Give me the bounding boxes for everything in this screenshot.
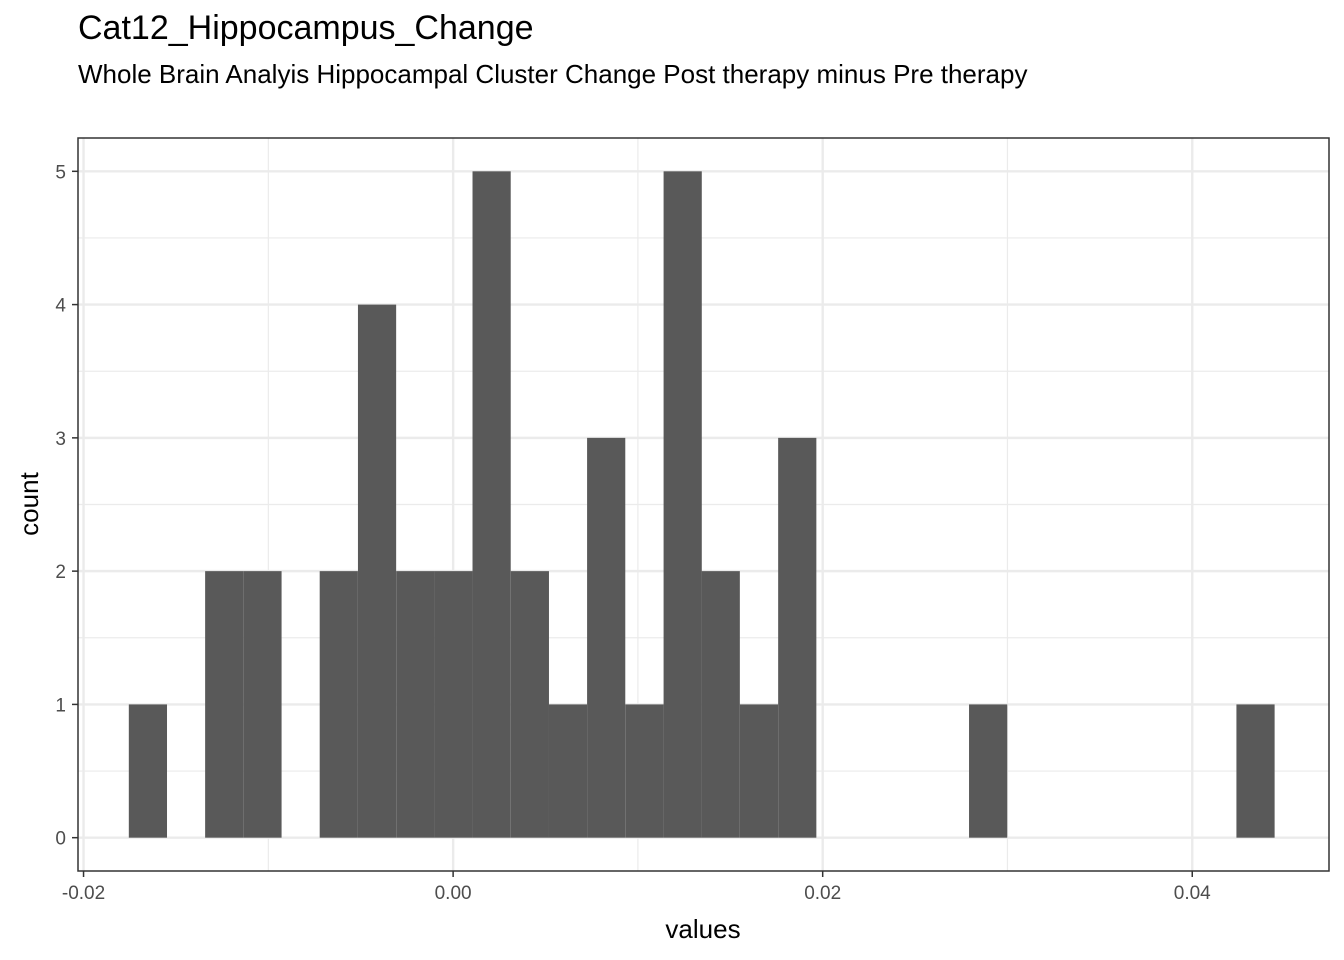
axis-layer: 0 1 2 3 4 5 -0.02 0.00 0.02 0.04 [55,162,1211,904]
histogram-bar-1 [128,704,168,838]
histogram-bar-18 [1236,704,1275,838]
y-tick-label: 1 [55,695,66,716]
bar-layer [128,171,1275,838]
histogram-bar-13 [663,171,702,838]
histogram-bar-8 [472,171,511,838]
histogram-bar-11 [587,437,626,838]
panel-border [77,137,1330,872]
chart-subtitle: Whole Brain Analyis Hippocampal Cluster … [78,59,1028,89]
y-tick-label: 0 [55,829,66,850]
y-axis-title: count [14,471,44,535]
x-tick-label: -0.02 [62,883,105,904]
histogram-bar-5 [357,304,397,838]
x-tick-label: 0.00 [435,883,472,904]
y-tick-label: 3 [55,429,66,450]
histogram-bar-10 [548,704,588,838]
x-tick-label: 0.04 [1174,883,1211,904]
y-tick-label: 5 [55,162,66,183]
histogram-bar-16 [778,437,817,838]
x-tick-label: 0.02 [804,883,841,904]
histogram-bar-7 [434,571,473,838]
histogram-bar-2 [205,571,244,838]
histogram-bar-14 [701,571,740,838]
histogram-bar-17 [969,704,1008,838]
chart-title: Cat12_Hippocampus_Change [78,9,534,47]
histogram-bar-15 [739,704,779,838]
histogram-bar-4 [319,571,358,838]
histogram-bar-9 [510,571,549,838]
histogram-bar-6 [396,571,435,838]
histogram-bar-12 [625,704,664,838]
histogram-bar-3 [243,571,282,838]
y-tick-label: 4 [55,296,66,317]
y-tick-label: 2 [55,562,66,583]
x-axis-title: values [665,914,740,944]
